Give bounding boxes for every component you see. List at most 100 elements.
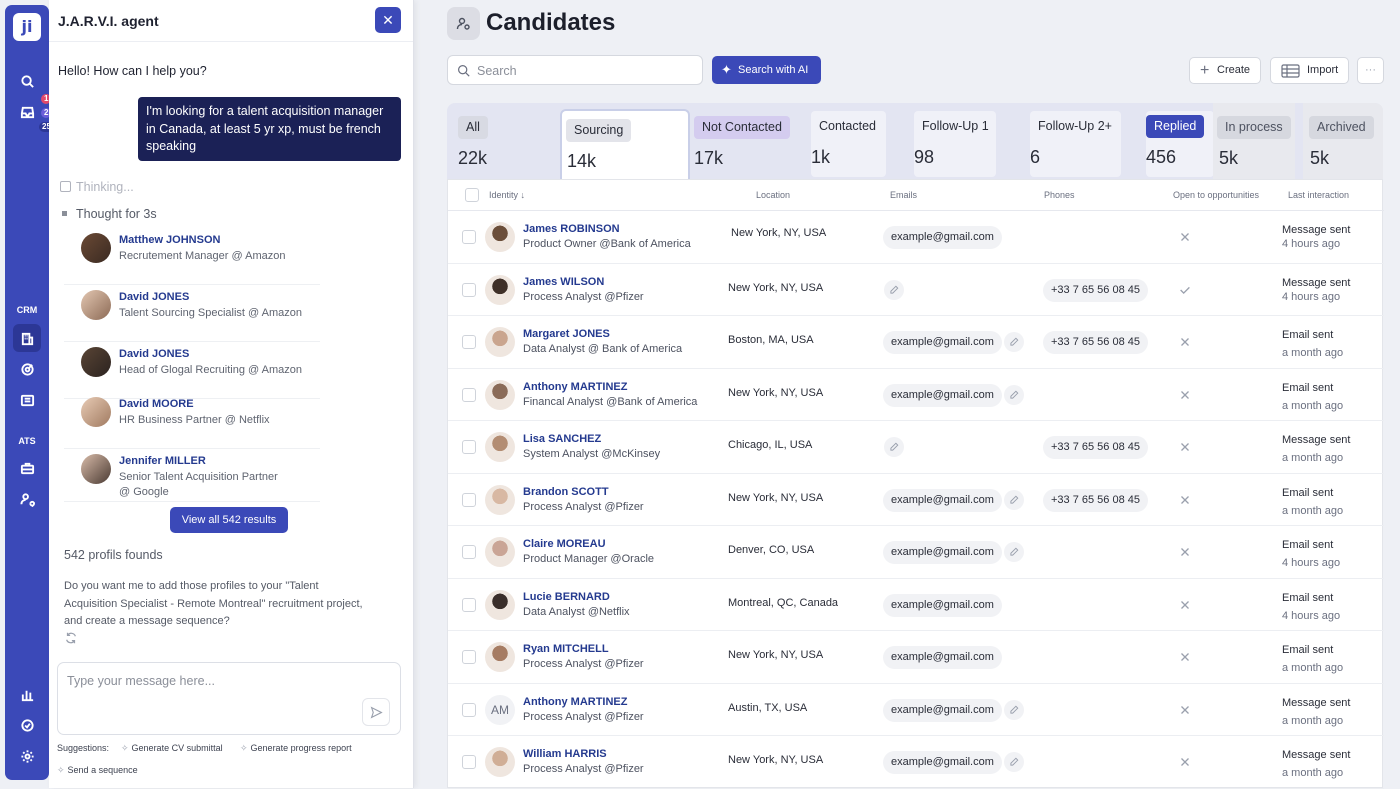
- email-pill[interactable]: example@gmail.com: [883, 383, 1002, 407]
- row-checkbox[interactable]: [462, 387, 476, 402]
- email-pill[interactable]: example@gmail.com: [883, 751, 1002, 774]
- result-name[interactable]: David MOORE: [119, 398, 194, 410]
- table-row[interactable]: Lucie BERNARD Data Analyst @Netflix Montre…: [448, 579, 1384, 631]
- candidate-name[interactable]: Anthony MARTINEZ: [523, 380, 628, 393]
- table-row[interactable]: James ROBINSON Product Owner @Bank of Ame…: [448, 211, 1384, 264]
- inbox-icon[interactable]: [15, 100, 39, 124]
- select-all-checkbox[interactable]: [465, 188, 479, 202]
- candidate-name[interactable]: James ROBINSON: [523, 223, 620, 235]
- tab-archived[interactable]: Archived 5k: [1303, 103, 1383, 179]
- tab-follow-up-1[interactable]: Follow-Up 1 98: [914, 111, 996, 177]
- tab-not-contacted[interactable]: Not Contacted 17k: [691, 103, 799, 179]
- tab-contacted[interactable]: Contacted 1k: [811, 111, 886, 177]
- table-row[interactable]: Margaret JONES Data Analyst @ Bank of Ame…: [448, 316, 1384, 369]
- tab-replied[interactable]: Replied 456: [1146, 111, 1214, 177]
- edit-icon[interactable]: [1004, 752, 1024, 772]
- phone-pill[interactable]: +33 7 65 56 08 45: [1043, 488, 1148, 512]
- settings-icon[interactable]: [15, 744, 39, 768]
- email-pill[interactable]: example@gmail.com: [883, 488, 1002, 512]
- row-checkbox[interactable]: [462, 492, 476, 507]
- row-checkbox[interactable]: [462, 597, 476, 612]
- suggestion-chip[interactable]: ✧ Generate progress report: [240, 743, 352, 754]
- table-row[interactable]: Lisa SANCHEZ System Analyst @McKinsey Chic…: [448, 421, 1384, 474]
- candidate-name[interactable]: Lucie BERNARD: [523, 590, 610, 603]
- table-row[interactable]: Anthony MARTINEZ Financal Analyst @Bank o…: [448, 369, 1384, 421]
- result-card[interactable]: David MOORE HR Business Partner @ Netfli…: [64, 397, 320, 449]
- email-pill[interactable]: example@gmail.com: [883, 593, 1002, 617]
- phone-pill[interactable]: +33 7 65 56 08 45: [1043, 331, 1148, 354]
- suggestion-chip[interactable]: ✧ Send a sequence: [57, 765, 138, 776]
- email-pill[interactable]: example@gmail.com: [883, 646, 1002, 669]
- result-name[interactable]: David JONES: [119, 348, 190, 360]
- contacts-icon[interactable]: [15, 388, 39, 412]
- col-open-to-opportunities[interactable]: Open to opportunities: [1173, 190, 1260, 200]
- result-card[interactable]: Matthew JOHNSON Recrutement Manager @ Am…: [64, 233, 320, 285]
- app-logo[interactable]: ji: [13, 13, 41, 41]
- table-row[interactable]: Ryan MITCHELL Process Analyst @Pfizer New …: [448, 631, 1384, 684]
- table-row[interactable]: Brandon SCOTT Process Analyst @Pfizer New …: [448, 474, 1384, 526]
- search-input[interactable]: Search: [447, 55, 703, 85]
- analytics-icon[interactable]: [15, 682, 39, 706]
- edit-icon[interactable]: [1004, 332, 1024, 352]
- candidate-search-icon[interactable]: [15, 487, 39, 511]
- table-row[interactable]: AM Anthony MARTINEZ Process Analyst @Pfize…: [448, 684, 1384, 736]
- search-with-ai-button[interactable]: ✦ Search with AI: [712, 56, 821, 84]
- suggestion-chip[interactable]: ✧ Generate CV submittal: [121, 743, 223, 754]
- edit-icon[interactable]: [884, 279, 904, 300]
- email-pill[interactable]: example@gmail.com: [883, 331, 1002, 354]
- table-row[interactable]: William HARRIS Process Analyst @Pfizer New…: [448, 736, 1384, 789]
- more-options-button[interactable]: ···: [1357, 57, 1384, 84]
- table-row[interactable]: Claire MOREAU Product Manager @Oracle Denv…: [448, 526, 1384, 579]
- send-icon[interactable]: [362, 698, 390, 726]
- edit-icon[interactable]: [1004, 542, 1024, 562]
- candidate-name[interactable]: Lisa SANCHEZ: [523, 433, 602, 445]
- table-row[interactable]: James WILSON Process Analyst @Pfizer New Y…: [448, 264, 1384, 316]
- phone-pill[interactable]: +33 7 65 56 08 45: [1043, 436, 1148, 459]
- result-card[interactable]: Jennifer MILLER Senior Talent Acquisitio…: [64, 454, 320, 502]
- candidate-name[interactable]: Margaret JONES: [523, 328, 610, 340]
- result-card[interactable]: David JONES Head of Glogal Recruiting @ …: [64, 347, 320, 399]
- refresh-icon[interactable]: [64, 631, 78, 645]
- candidate-name[interactable]: Anthony MARTINEZ: [523, 695, 628, 708]
- candidate-name[interactable]: Brandon SCOTT: [523, 485, 609, 498]
- col-location[interactable]: Location: [756, 190, 791, 200]
- result-card[interactable]: David JONES Talent Sourcing Specialist @…: [64, 290, 320, 342]
- email-pill[interactable]: example@gmail.com: [883, 226, 1002, 249]
- edit-icon[interactable]: [1004, 699, 1024, 720]
- candidate-name[interactable]: William HARRIS: [523, 748, 607, 760]
- tab-follow-up-2[interactable]: Follow-Up 2+ 6: [1030, 111, 1121, 177]
- search-icon[interactable]: [15, 69, 39, 93]
- tasks-icon[interactable]: [15, 713, 39, 737]
- col-identity[interactable]: Identity ↓: [489, 190, 525, 200]
- col-emails[interactable]: Emails: [890, 190, 918, 200]
- result-name[interactable]: David JONES: [119, 291, 190, 303]
- phone-pill[interactable]: +33 7 65 56 08 45: [1043, 278, 1148, 302]
- row-checkbox[interactable]: [462, 335, 476, 349]
- tab-sourcing[interactable]: Sourcing 14k: [560, 109, 690, 181]
- edit-icon[interactable]: [1004, 384, 1024, 405]
- target-icon[interactable]: [15, 357, 39, 381]
- briefcase-icon[interactable]: [15, 456, 39, 480]
- result-name[interactable]: Matthew JOHNSON: [119, 234, 221, 246]
- col-phones[interactable]: Phones: [1044, 190, 1075, 200]
- building-icon[interactable]: [13, 324, 41, 352]
- row-checkbox[interactable]: [462, 702, 476, 717]
- candidate-name[interactable]: James WILSON: [523, 275, 605, 288]
- col-last-interaction[interactable]: Last interaction: [1288, 190, 1350, 200]
- candidate-name[interactable]: Claire MOREAU: [523, 538, 606, 550]
- row-checkbox[interactable]: [462, 440, 476, 454]
- close-icon[interactable]: ✕: [375, 7, 401, 33]
- edit-icon[interactable]: [884, 437, 904, 457]
- import-button[interactable]: Import: [1270, 57, 1349, 84]
- row-checkbox[interactable]: [462, 545, 476, 559]
- chat-input[interactable]: Type your message here...: [57, 662, 401, 735]
- row-checkbox[interactable]: [462, 755, 476, 769]
- email-pill[interactable]: example@gmail.com: [883, 698, 1002, 722]
- email-pill[interactable]: example@gmail.com: [883, 541, 1002, 564]
- view-all-results-button[interactable]: View all 542 results: [170, 507, 288, 533]
- edit-icon[interactable]: [1004, 489, 1024, 510]
- row-checkbox[interactable]: [462, 282, 476, 297]
- tab-in-process[interactable]: In process 5k: [1213, 103, 1295, 179]
- candidate-name[interactable]: Ryan MITCHELL: [523, 643, 609, 655]
- create-button[interactable]: + Create: [1189, 57, 1261, 84]
